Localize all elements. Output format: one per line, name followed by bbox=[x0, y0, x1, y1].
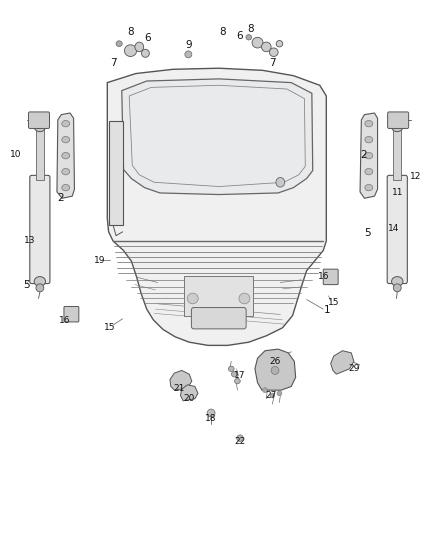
Ellipse shape bbox=[392, 277, 403, 286]
Ellipse shape bbox=[277, 391, 282, 395]
Text: 19: 19 bbox=[94, 256, 106, 264]
Ellipse shape bbox=[270, 393, 275, 398]
Text: 6: 6 bbox=[145, 34, 152, 43]
Ellipse shape bbox=[231, 372, 237, 377]
Ellipse shape bbox=[187, 293, 198, 304]
Polygon shape bbox=[331, 351, 354, 374]
Text: 5: 5 bbox=[23, 280, 30, 290]
Text: 11: 11 bbox=[392, 189, 403, 197]
Text: 16: 16 bbox=[59, 317, 71, 325]
Text: 8: 8 bbox=[219, 27, 226, 37]
Text: 14: 14 bbox=[388, 224, 399, 232]
Ellipse shape bbox=[141, 50, 149, 58]
Ellipse shape bbox=[263, 387, 267, 392]
Text: 21: 21 bbox=[173, 384, 184, 392]
Text: 29: 29 bbox=[348, 365, 360, 373]
FancyBboxPatch shape bbox=[28, 112, 49, 128]
Ellipse shape bbox=[239, 293, 250, 304]
FancyBboxPatch shape bbox=[387, 175, 407, 284]
Ellipse shape bbox=[124, 45, 137, 56]
Ellipse shape bbox=[62, 168, 70, 175]
FancyBboxPatch shape bbox=[323, 269, 338, 285]
Ellipse shape bbox=[135, 42, 144, 52]
Ellipse shape bbox=[235, 378, 240, 384]
Text: 12: 12 bbox=[410, 173, 421, 181]
Ellipse shape bbox=[229, 366, 234, 372]
Text: 2: 2 bbox=[57, 193, 64, 203]
Polygon shape bbox=[180, 385, 198, 401]
Text: 16: 16 bbox=[318, 272, 330, 280]
Ellipse shape bbox=[271, 367, 279, 374]
Ellipse shape bbox=[252, 37, 263, 48]
Ellipse shape bbox=[365, 120, 373, 127]
Ellipse shape bbox=[62, 184, 70, 191]
Ellipse shape bbox=[62, 120, 70, 127]
FancyBboxPatch shape bbox=[388, 112, 409, 128]
Ellipse shape bbox=[207, 409, 215, 417]
Text: 17: 17 bbox=[234, 372, 246, 380]
Polygon shape bbox=[255, 349, 296, 390]
Text: 27: 27 bbox=[265, 391, 276, 400]
Ellipse shape bbox=[237, 435, 244, 441]
FancyBboxPatch shape bbox=[64, 306, 79, 322]
Ellipse shape bbox=[393, 284, 401, 292]
Polygon shape bbox=[107, 68, 326, 345]
Text: 20: 20 bbox=[184, 394, 195, 403]
Ellipse shape bbox=[36, 284, 44, 292]
Ellipse shape bbox=[246, 35, 251, 40]
FancyBboxPatch shape bbox=[30, 175, 50, 284]
Ellipse shape bbox=[62, 152, 70, 159]
Text: 13: 13 bbox=[24, 237, 35, 245]
Ellipse shape bbox=[276, 41, 283, 47]
Bar bbox=[36, 128, 44, 180]
Text: 26: 26 bbox=[269, 357, 281, 366]
Ellipse shape bbox=[34, 122, 46, 132]
Polygon shape bbox=[57, 113, 74, 198]
Bar bbox=[109, 121, 123, 225]
Ellipse shape bbox=[269, 48, 278, 56]
Text: 7: 7 bbox=[269, 58, 276, 68]
Ellipse shape bbox=[276, 177, 285, 187]
Text: 6: 6 bbox=[237, 31, 244, 41]
Ellipse shape bbox=[261, 42, 271, 52]
Text: 2: 2 bbox=[360, 150, 367, 159]
Text: 8: 8 bbox=[247, 25, 254, 34]
Ellipse shape bbox=[116, 41, 122, 46]
Ellipse shape bbox=[365, 136, 373, 143]
Bar bbox=[393, 128, 401, 180]
Text: 8: 8 bbox=[127, 27, 134, 37]
Ellipse shape bbox=[365, 152, 373, 159]
Text: 7: 7 bbox=[110, 58, 117, 68]
Polygon shape bbox=[170, 370, 192, 390]
Ellipse shape bbox=[185, 51, 192, 58]
Text: 5: 5 bbox=[364, 229, 371, 238]
Text: 10: 10 bbox=[10, 150, 21, 159]
Polygon shape bbox=[360, 113, 378, 198]
Ellipse shape bbox=[365, 184, 373, 191]
Polygon shape bbox=[122, 79, 313, 195]
Ellipse shape bbox=[62, 136, 70, 143]
Text: 15: 15 bbox=[328, 298, 339, 307]
Text: 22: 22 bbox=[234, 437, 246, 446]
Text: 9: 9 bbox=[185, 41, 192, 50]
Ellipse shape bbox=[392, 122, 403, 132]
Text: 18: 18 bbox=[205, 414, 217, 423]
FancyBboxPatch shape bbox=[191, 308, 246, 329]
Ellipse shape bbox=[34, 277, 46, 286]
Ellipse shape bbox=[365, 168, 373, 175]
Text: 15: 15 bbox=[104, 324, 115, 332]
Bar bbox=[184, 276, 253, 316]
Text: 1: 1 bbox=[324, 305, 331, 315]
